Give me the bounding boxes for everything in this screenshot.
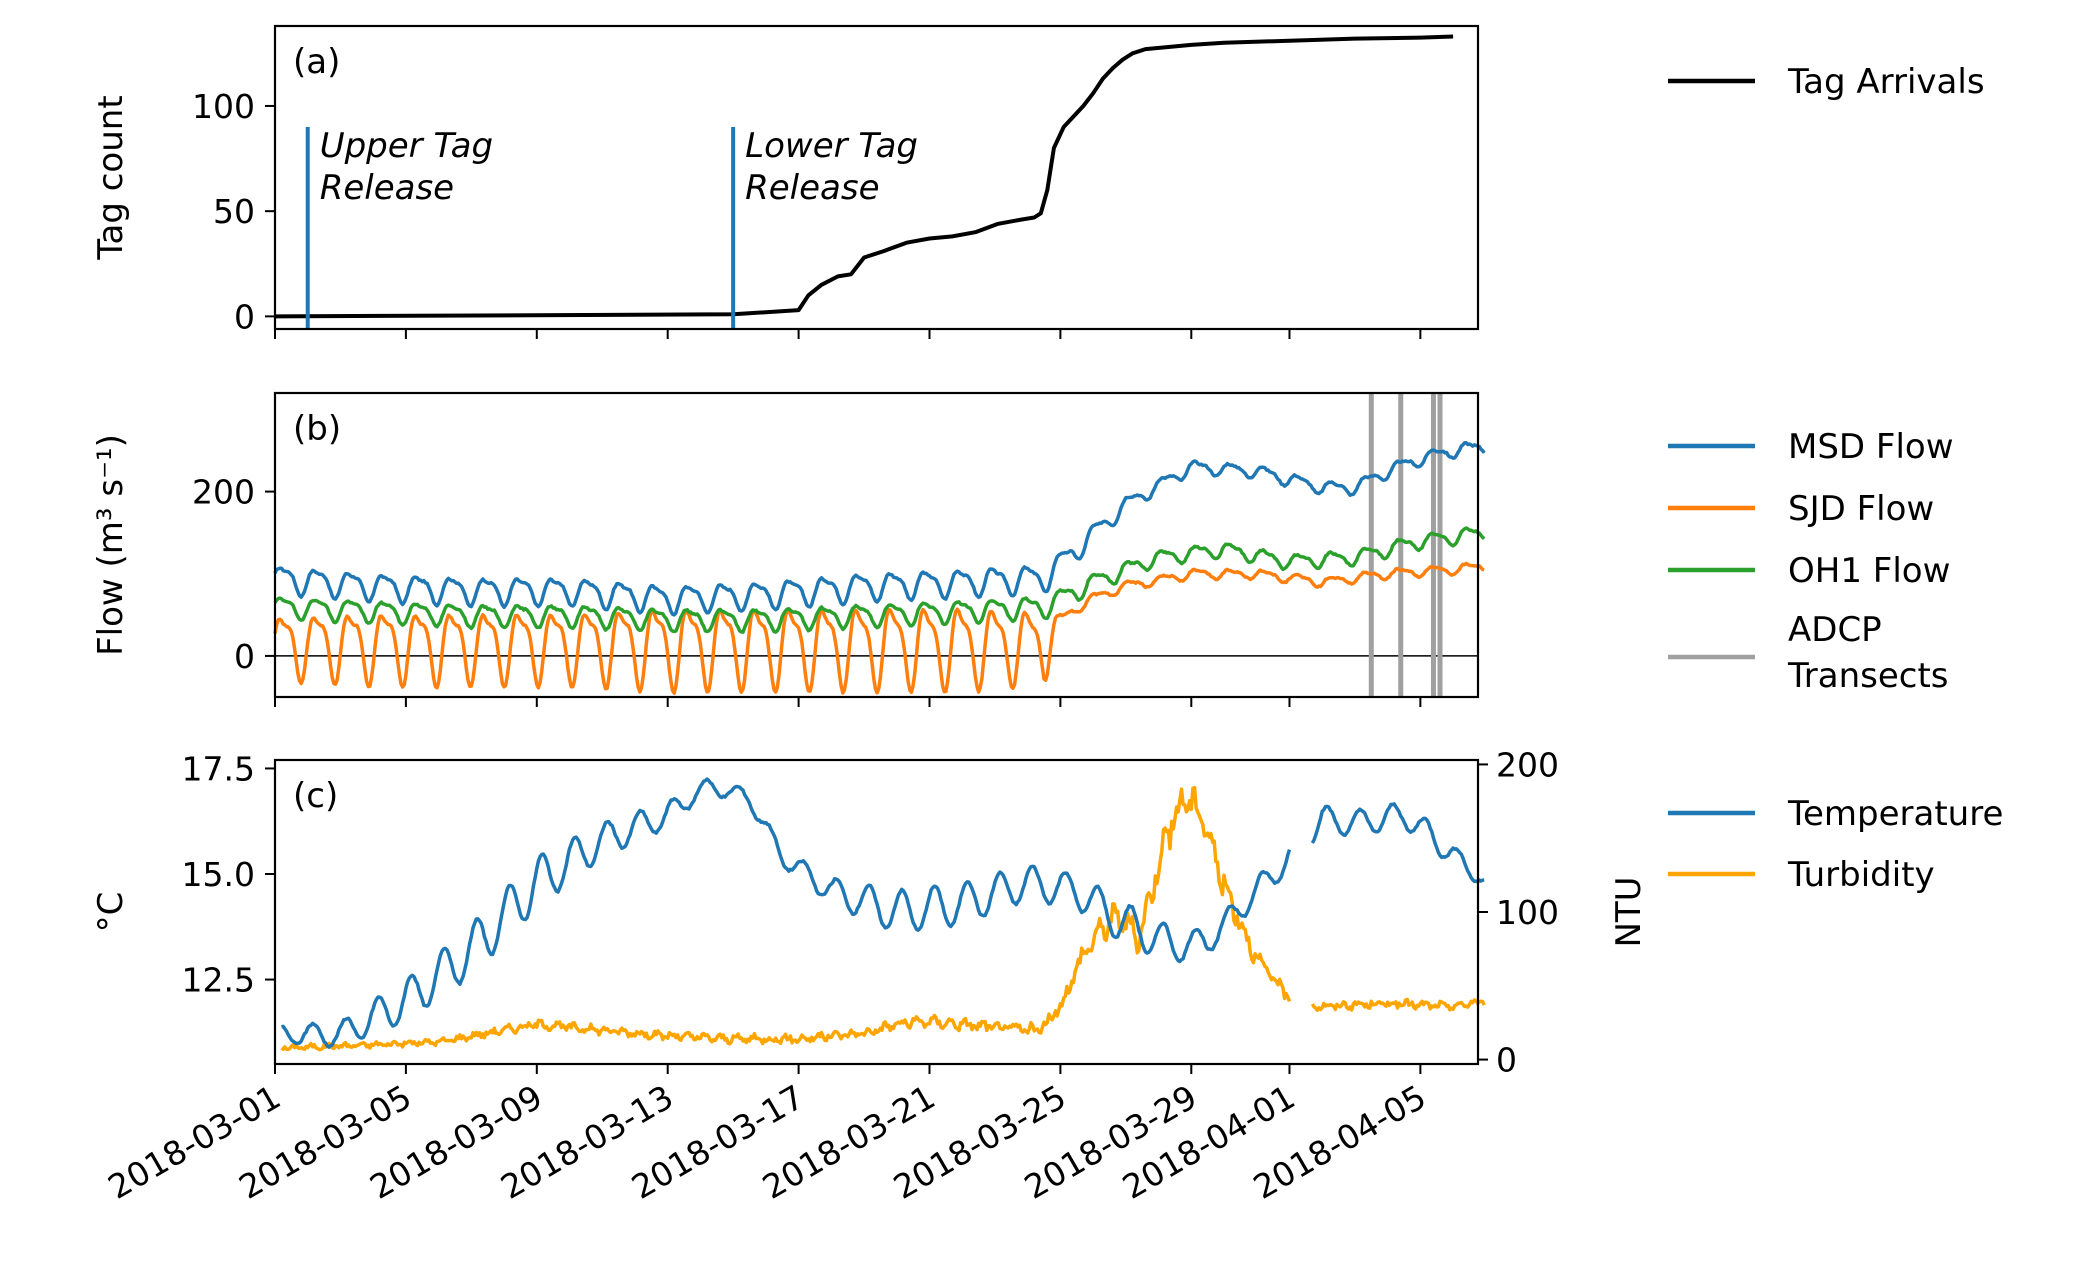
legend-label-msd-flow: MSD Flow <box>1788 427 1954 467</box>
series-temperature-part0 <box>281 777 1292 1049</box>
y-tick-label-1-1: 200 <box>192 473 255 512</box>
panel-label-1: (b) <box>293 409 341 449</box>
release-label-1-1: Release <box>745 168 879 208</box>
series-turbidity-part1 <box>1310 997 1486 1012</box>
legend-label-turbidity: Turbidity <box>1787 855 1935 895</box>
series-msd-flow <box>273 441 1486 617</box>
panel-label-2: (c) <box>293 776 338 816</box>
release-label-0-1: Release <box>320 168 454 208</box>
y-axis-label-1: Flow (m³ s⁻¹) <box>91 434 131 656</box>
y2-axis-label: NTU <box>1609 876 1649 947</box>
y2-tick-label-1: 100 <box>1496 893 1559 932</box>
legend-label-adcp: ADCP <box>1788 610 1882 650</box>
y2-tick-label-0: 0 <box>1496 1041 1517 1080</box>
axes-frame-0 <box>273 24 1480 331</box>
release-label-0-0: Upper Tag <box>320 126 493 166</box>
series-oh1-flow <box>273 526 1486 634</box>
y2-tick-label-2: 200 <box>1496 745 1559 784</box>
series-temperature-part1 <box>1310 802 1485 884</box>
legend-label-sjd-flow: SJD Flow <box>1788 489 1934 529</box>
y-tick-label-0-0: 0 <box>234 297 255 336</box>
legend-label-oh1-flow: OH1 Flow <box>1788 551 1950 591</box>
series-sjd-flow <box>273 561 1485 695</box>
y-axis-label-0: Tag count <box>91 95 131 260</box>
release-label-1-0: Lower Tag <box>745 126 918 166</box>
y-tick-label-2-1: 15.0 <box>182 855 255 894</box>
series-tag-arrivals <box>274 34 1454 319</box>
axes-frame-1 <box>273 391 1480 699</box>
y-tick-label-0-1: 50 <box>213 192 255 231</box>
y-tick-label-2-0: 12.5 <box>182 961 255 1000</box>
legend-label-adcp-1: Transects <box>1787 656 1949 696</box>
legend-label-temperature: Temperature <box>1787 794 2003 834</box>
y-tick-label-0-2: 100 <box>192 87 255 126</box>
legend-label-tag-arrivals: Tag Arrivals <box>1787 62 1985 102</box>
y-axis-label-2: °C <box>91 892 131 933</box>
series-turbidity-part0 <box>280 785 1292 1052</box>
y-tick-label-1-0: 0 <box>234 637 255 676</box>
axes-frame-2 <box>273 758 1480 1066</box>
panel-label-0: (a) <box>293 42 340 82</box>
y-tick-label-2-2: 17.5 <box>182 749 255 788</box>
